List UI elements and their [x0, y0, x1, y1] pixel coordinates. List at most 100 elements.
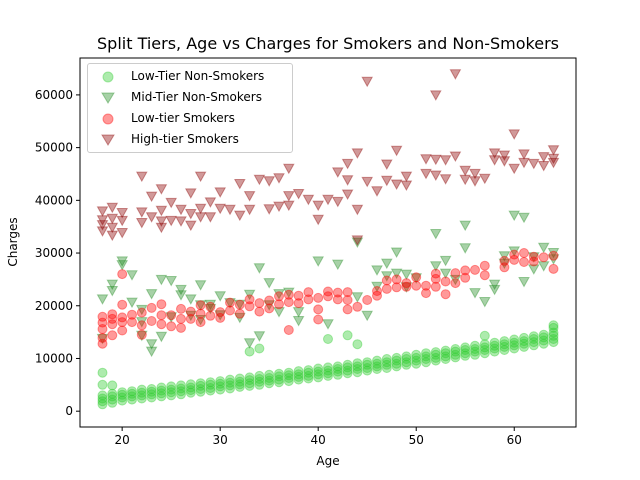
- data-point: [410, 273, 423, 284]
- data-point: [166, 387, 177, 398]
- data-point: [155, 216, 168, 227]
- data-point: [420, 154, 432, 165]
- data-point: [195, 378, 206, 389]
- data-point: [489, 343, 500, 354]
- data-point: [166, 310, 177, 321]
- data-point: [547, 153, 560, 165]
- data-point: [107, 309, 118, 320]
- data-point: [342, 362, 353, 373]
- data-point: [440, 354, 451, 364]
- data-point: [508, 210, 521, 222]
- data-point: [342, 330, 353, 341]
- data-point: [205, 301, 216, 312]
- data-point: [205, 379, 216, 390]
- data-point: [411, 352, 422, 363]
- data-point: [96, 215, 109, 226]
- data-point: [155, 274, 168, 286]
- series-3: [96, 69, 560, 246]
- data-point: [489, 337, 500, 348]
- data-point: [352, 358, 363, 369]
- data-point: [96, 220, 109, 231]
- data-point: [293, 366, 304, 377]
- data-point: [184, 220, 197, 232]
- data-point: [440, 276, 451, 287]
- data-point: [225, 297, 235, 308]
- data-point: [488, 148, 501, 159]
- plot-frame: [79, 57, 577, 428]
- data-point: [117, 317, 128, 328]
- y-axis-label: Charges: [6, 217, 20, 267]
- data-point: [293, 298, 304, 309]
- data-point: [518, 157, 530, 169]
- data-point: [400, 269, 413, 281]
- data-point: [107, 391, 118, 402]
- data-point: [254, 370, 265, 381]
- data-point: [155, 205, 168, 217]
- data-point: [362, 357, 373, 368]
- legend-marker-circle-icon: [102, 113, 114, 125]
- data-point: [303, 287, 314, 298]
- data-point: [323, 365, 333, 376]
- data-point: [274, 291, 284, 302]
- data-point: [479, 260, 490, 271]
- data-point: [195, 386, 206, 397]
- data-point: [439, 255, 452, 267]
- data-point: [127, 317, 137, 328]
- data-point: [97, 338, 108, 349]
- data-point: [117, 312, 128, 323]
- data-point: [538, 332, 549, 343]
- data-point: [215, 376, 226, 387]
- data-point: [282, 191, 295, 202]
- data-point: [352, 339, 363, 350]
- data-point: [372, 361, 382, 372]
- data-point: [342, 287, 353, 298]
- data-point: [175, 216, 187, 227]
- data-point: [117, 392, 128, 403]
- data-point: [470, 346, 480, 357]
- data-point: [135, 304, 148, 316]
- data-point: [214, 203, 227, 215]
- data-point: [450, 278, 461, 289]
- data-point: [136, 393, 147, 404]
- data-point: [106, 230, 119, 242]
- data-point: [390, 268, 403, 280]
- data-point: [323, 370, 333, 381]
- data-point: [136, 384, 147, 395]
- data-point: [136, 390, 147, 401]
- data-point: [498, 150, 511, 162]
- x-tick-label: 60: [507, 433, 522, 447]
- data-point: [166, 384, 177, 395]
- data-point: [313, 369, 324, 380]
- data-point: [489, 340, 500, 351]
- data-point: [420, 168, 432, 180]
- data-point: [537, 161, 550, 172]
- data-point: [107, 313, 118, 324]
- data-point: [401, 278, 412, 289]
- data-point: [292, 307, 305, 318]
- data-point: [107, 380, 118, 391]
- data-point: [548, 337, 559, 348]
- data-point: [401, 354, 412, 364]
- data-point: [479, 330, 490, 341]
- data-point: [156, 382, 167, 393]
- data-point: [508, 129, 521, 140]
- data-point: [548, 330, 559, 341]
- data-point: [234, 376, 245, 387]
- data-point: [352, 301, 363, 312]
- data-point: [479, 345, 490, 355]
- data-point: [430, 347, 441, 358]
- data-point: [342, 368, 353, 379]
- data-point: [135, 317, 148, 328]
- data-point: [156, 388, 167, 399]
- data-point: [293, 371, 304, 382]
- data-point: [106, 213, 119, 225]
- legend: Low-Tier Non-Smokers Mid-Tier Non-Smoker…: [87, 63, 293, 153]
- data-point: [176, 303, 186, 314]
- data-point: [429, 229, 442, 240]
- data-point: [519, 257, 529, 267]
- data-point: [401, 357, 412, 368]
- data-point: [136, 329, 147, 340]
- data-point: [381, 275, 392, 286]
- data-point: [136, 320, 147, 331]
